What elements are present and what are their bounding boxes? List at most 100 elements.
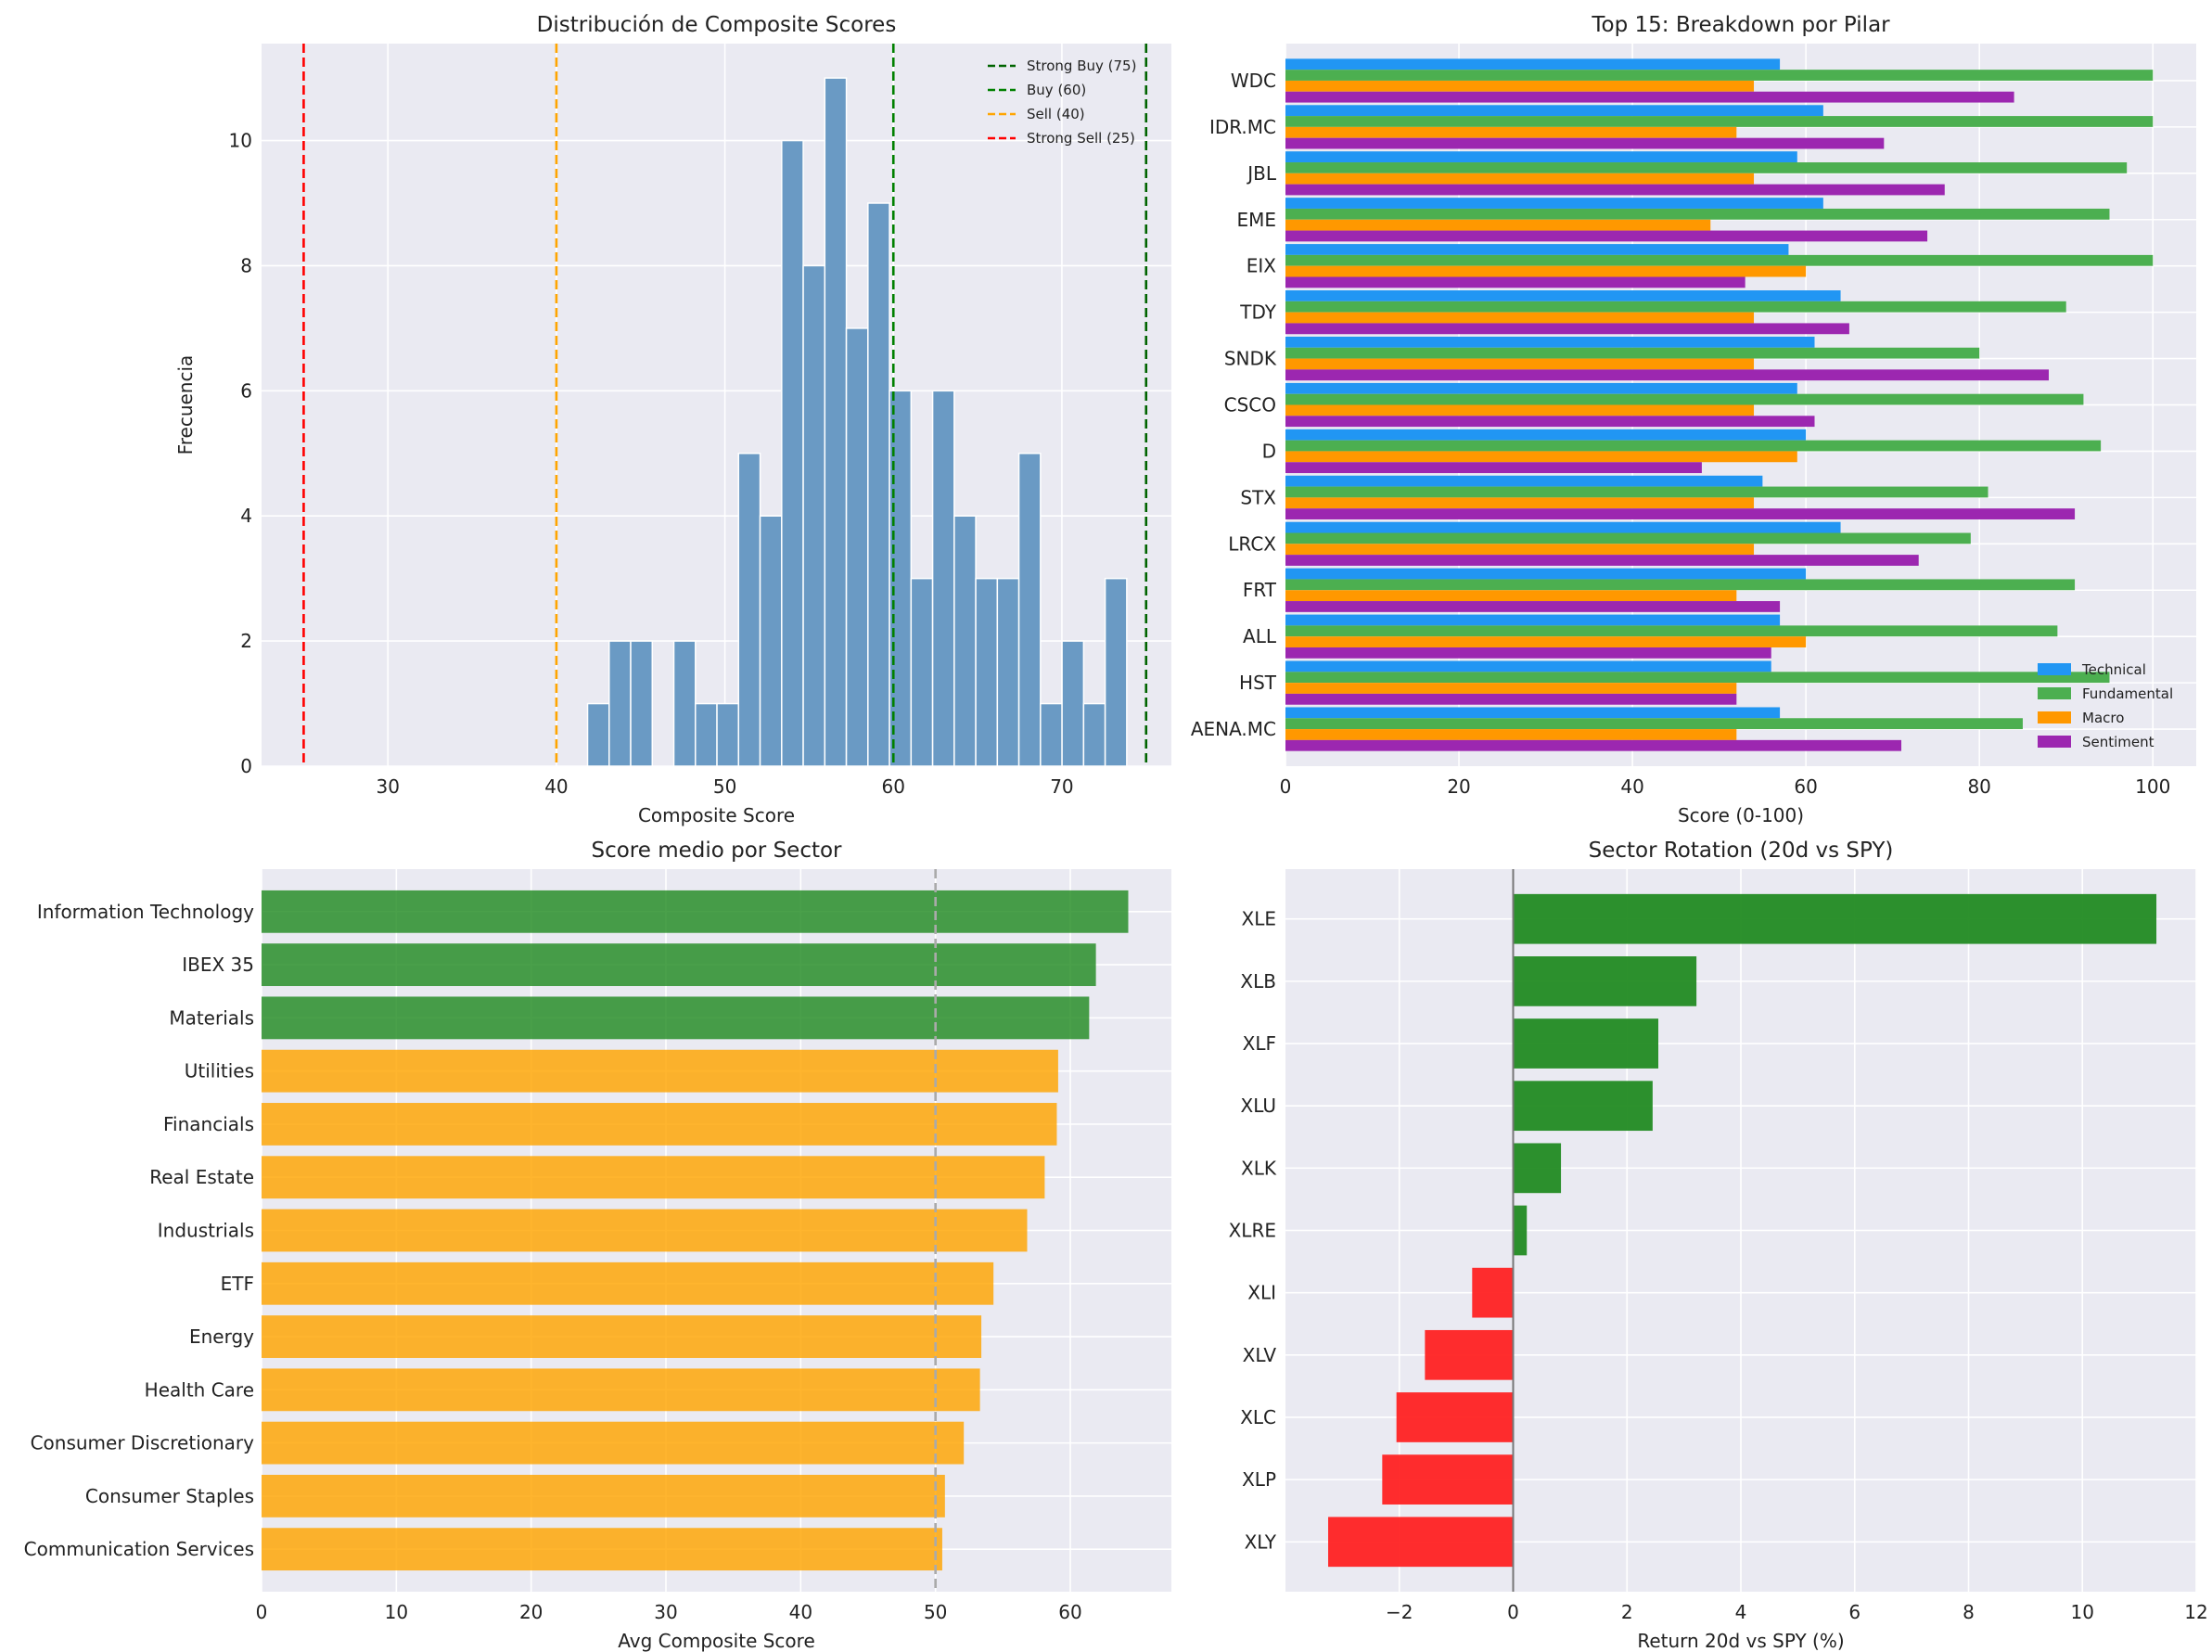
pillar-bar [1285,393,2084,405]
rotation-bar [1513,956,1697,1006]
x-axis-label: Avg Composite Score [618,1630,815,1652]
rotation-bar [1513,1018,1659,1069]
category-label: Consumer Discretionary [31,1432,255,1454]
pillar-bar [1285,151,1797,163]
category-label: D [1262,440,1276,462]
x-tick-label: 8 [1963,1601,1975,1623]
category-label: Financials [163,1113,254,1135]
x-tick-label: 30 [377,775,400,798]
rotation-bar [1513,893,2157,944]
histogram-bar [1040,702,1063,767]
category-label: Materials [169,1006,254,1029]
pillar-bar [1285,208,2110,220]
sector-bar [262,1421,965,1465]
x-tick-label: 30 [654,1601,677,1623]
pillar-bar [1285,555,1919,566]
legend-label: Fundamental [2082,685,2173,702]
pillar-bar [1285,707,1781,719]
histogram-bar [1017,453,1042,767]
pillar-bar [1285,601,1781,612]
category-label: XLE [1242,908,1276,930]
legend-swatch [2038,687,2071,699]
legend-label: Buy (60) [1027,82,1086,98]
pillar-bar [1285,230,1928,242]
legend-label: Sell (40) [1027,106,1085,122]
legend-swatch [2038,663,2071,675]
pillar-bar [1285,219,1711,231]
pillar-bar [1285,198,1823,209]
pillar-bar [1285,323,1849,335]
sector-bar [262,1156,1045,1199]
histogram-bar [630,640,654,767]
y-tick-label: 4 [240,505,252,527]
pillar-bar [1285,429,1807,441]
histogram-bar [1082,702,1106,767]
x-tick-label: 60 [1058,1601,1081,1623]
histogram-bar [824,77,848,767]
pillar-bar [1285,162,2128,173]
pillar-bar [1285,416,1815,428]
pillar-bar [1285,382,1797,394]
pillar-bar [1285,173,1755,185]
pillar-bar [1285,126,1737,138]
pillar-bar [1285,276,1745,288]
x-tick-label: 60 [1794,775,1817,798]
pillar-bar [1285,254,2154,266]
sector-rotation-panel: Sector Rotation (20d vs SPY) Return 20d v… [1229,839,2208,1652]
pillar-bar [1285,290,1841,301]
rotation-bar [1425,1329,1514,1380]
x-tick-label: 0 [1507,1601,1519,1623]
histogram-bar [737,453,761,767]
x-tick-label: 10 [2071,1601,2094,1623]
sector-bar [262,943,1096,987]
sector-bar [262,1209,1028,1252]
histogram-bar [716,702,740,767]
x-tick-label: 0 [256,1601,268,1623]
pillar-bar [1285,729,1737,740]
pillar-bar [1285,184,1945,196]
pillar-bar [1285,486,1988,498]
pillar-bar [1285,369,2050,381]
category-label: XLC [1240,1406,1276,1428]
histogram-bar [1104,577,1128,767]
histogram-bar [867,202,890,767]
x-tick-label: 20 [1447,775,1470,798]
histogram-panel: Distribución de Composite Scores Composit… [174,13,1171,826]
legend-label: Macro [2082,710,2124,726]
x-tick-label: 10 [385,1601,408,1623]
rotation-bar [1382,1454,1514,1505]
pillar-bar [1285,404,1755,416]
x-tick-label: −2 [1386,1601,1413,1623]
pillar-bar [1285,660,1771,672]
category-label: XLP [1242,1468,1276,1491]
legend-swatch [2038,736,2071,748]
pillar-bar [1285,116,2154,127]
sector-bar [262,890,1129,933]
x-axis-label: Return 20d vs SPY (%) [1637,1630,1844,1652]
legend-label: Strong Buy (75) [1027,58,1136,74]
rotation-bar [1396,1392,1514,1442]
histogram-bar [695,702,718,767]
chart-title: Distribución de Composite Scores [537,13,897,37]
pillar-bar [1285,672,2110,684]
histogram-bar [996,577,1020,767]
category-label: IBEX 35 [182,954,254,976]
category-label: XLK [1241,1157,1277,1179]
pillar-bar [1285,693,1737,705]
histogram-bar [975,577,999,767]
pillar-bar [1285,544,1755,556]
histogram-bar [781,139,804,767]
category-label: Utilities [185,1060,254,1082]
category-label: Health Care [145,1378,254,1401]
x-tick-label: 50 [713,775,736,798]
pillar-bar [1285,312,1755,324]
category-label: Real Estate [149,1166,254,1188]
category-label: ALL [1243,625,1277,647]
pillar-bar [1285,614,1781,626]
legend-swatch [2038,711,2071,724]
x-axis-label: Composite Score [638,804,795,826]
legend-label: Strong Sell (25) [1027,130,1135,147]
x-tick-label: 40 [1620,775,1643,798]
